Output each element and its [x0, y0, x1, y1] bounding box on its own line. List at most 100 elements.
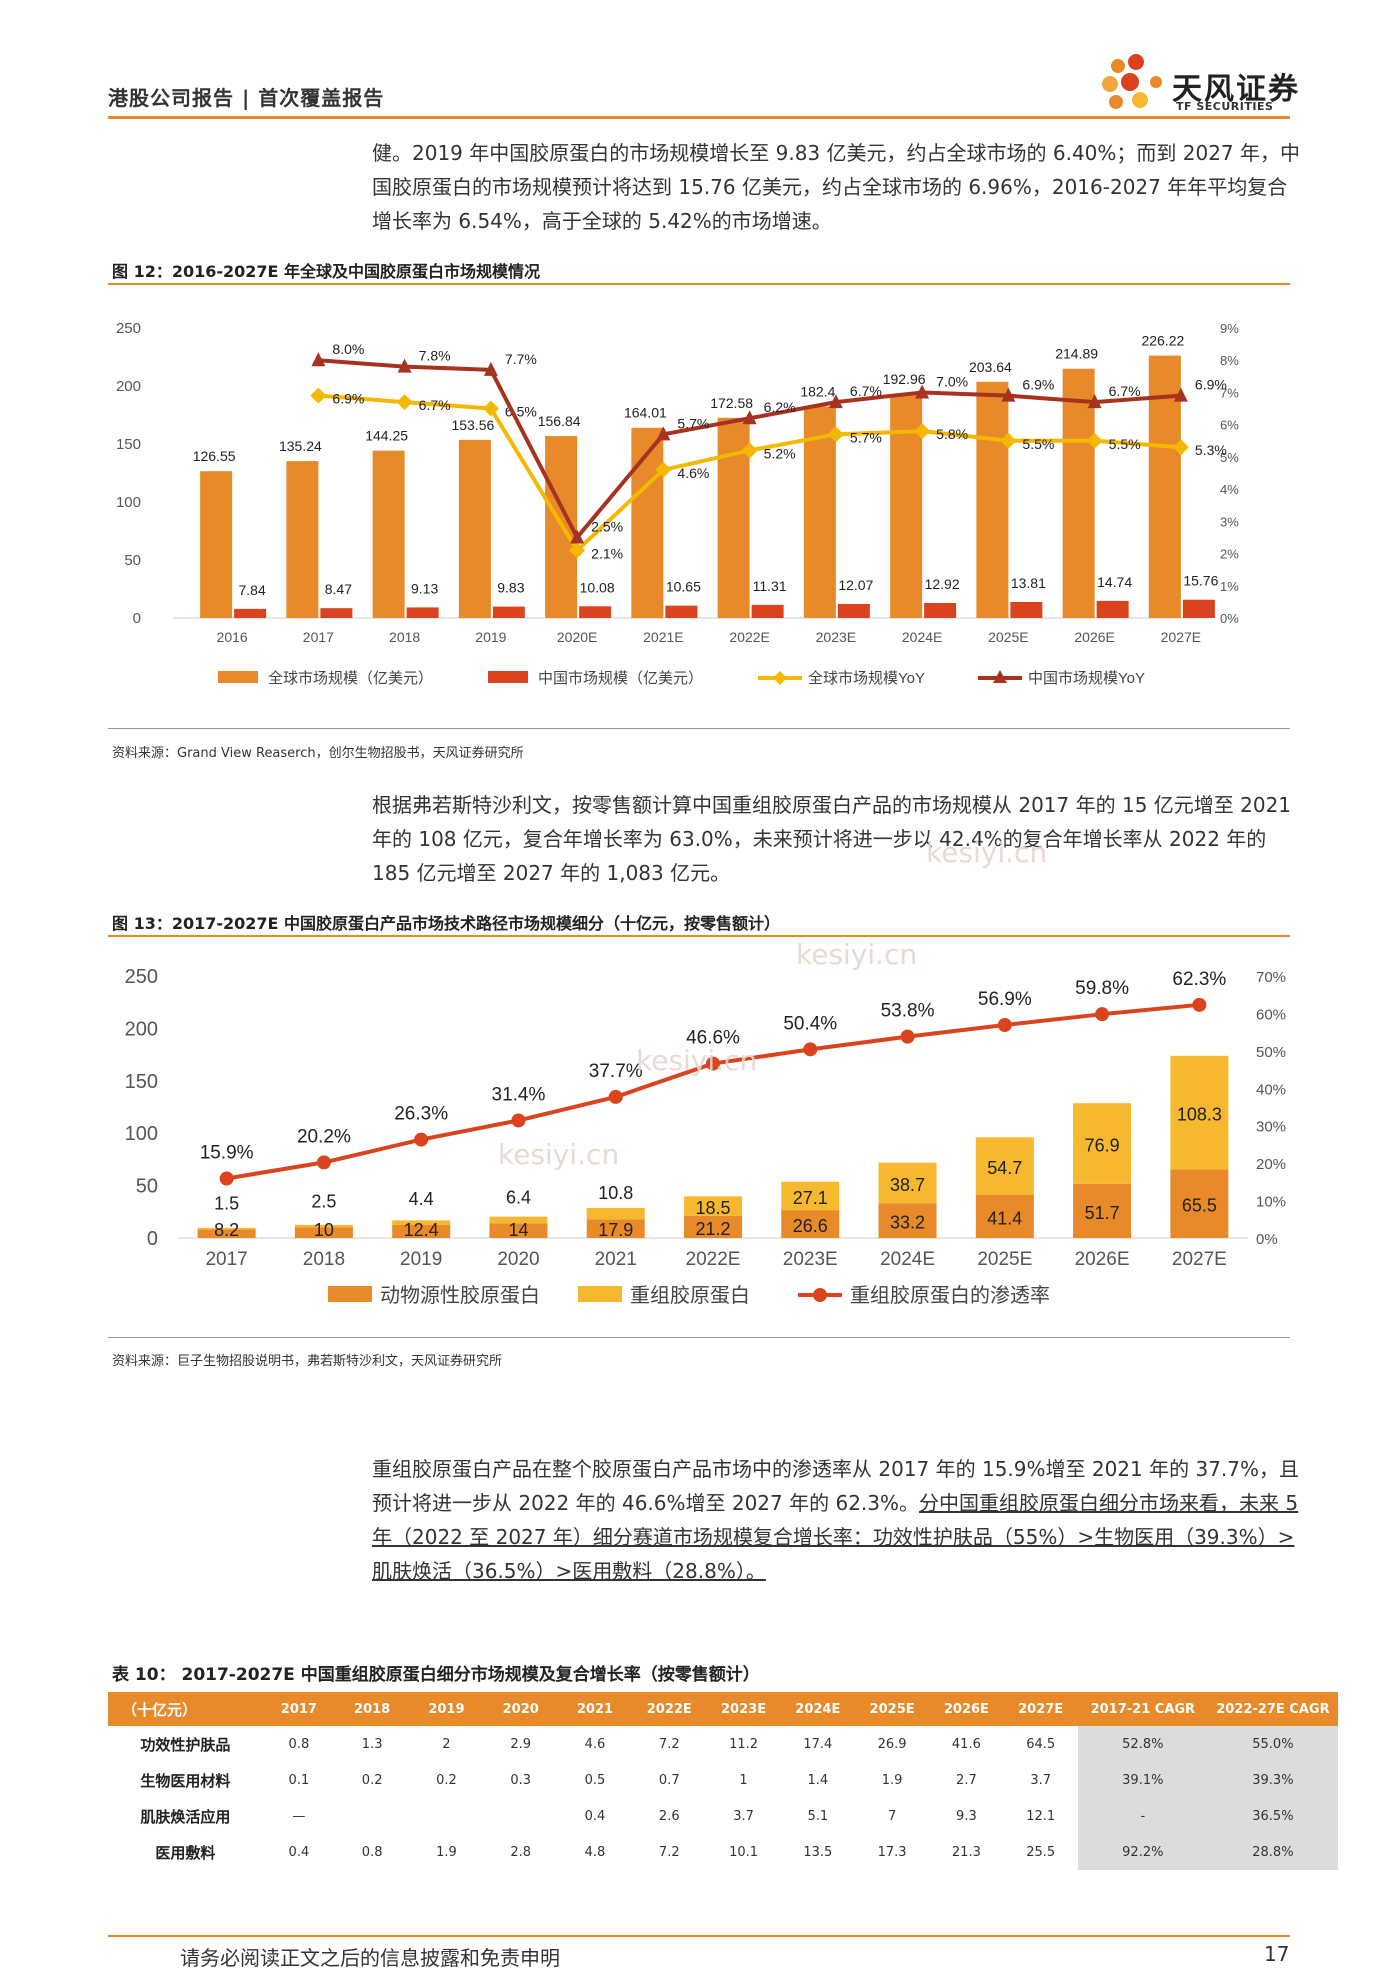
y-axis-tick-label: 50 [136, 1176, 158, 1198]
table-cell: 3.7 [1030, 1772, 1052, 1788]
china-yoy-marker [1001, 387, 1016, 402]
x-axis-tick-label: 2022E [729, 629, 769, 645]
global-yoy-marker [310, 387, 327, 404]
y2-axis-tick-label: 1% [1220, 579, 1239, 594]
y2-axis-tick-label: 7% [1220, 385, 1239, 400]
global-yoy-data-label: 5.3% [1195, 442, 1227, 458]
table-cell: 0.4 [288, 1844, 310, 1860]
report-header-label: 港股公司报告 | 首次覆盖报告 [108, 86, 385, 110]
x-axis-tick-label: 2022E [686, 1249, 741, 1270]
table-cell: 39.1% [1077, 1762, 1208, 1798]
animal-collagen-bar [294, 1227, 353, 1238]
recombinant-collagen-data-label: 27.1 [793, 1188, 828, 1208]
watermark-text: kesiyi.cn [926, 836, 1048, 869]
global-yoy-marker [1172, 439, 1189, 456]
table-cell: — [292, 1808, 306, 1824]
paragraph-2: 根据弗若斯特沙利文，按零售额计算中国重组胶原蛋白产品的市场规模从 2017 年的… [372, 788, 1302, 890]
china-market-data-label: 12.92 [925, 576, 960, 592]
global-market-bar [372, 450, 405, 618]
penetration-rate-marker [1095, 1007, 1110, 1022]
recombinant-collagen-bar [684, 1196, 742, 1216]
table-cell: 2.8 [510, 1844, 532, 1860]
global-yoy-data-label: 6.7% [419, 397, 451, 413]
x-axis-tick-label: 2020 [497, 1249, 539, 1270]
table-cell: 2 [442, 1736, 451, 1752]
table-cell [335, 1798, 409, 1834]
penetration-rate-data-label: 59.8% [1075, 978, 1129, 999]
x-axis-tick-label: 2026E [1075, 1249, 1130, 1270]
x-axis-tick-label: 2025E [988, 629, 1028, 645]
x-axis-tick-label: 2018 [303, 1249, 345, 1270]
figure-13-title: 图 13：2017-2027E 中国胶原蛋白产品市场技术路径市场规模细分（十亿元… [112, 914, 781, 933]
table-cell: 17.4 [803, 1736, 833, 1752]
table-cell: 0.7 [658, 1772, 680, 1788]
table-cell: 1.9 [436, 1844, 457, 1860]
animal-collagen-bar [489, 1223, 548, 1238]
x-axis-tick-label: 2021E [643, 629, 683, 645]
china-market-data-label: 14.74 [1097, 574, 1132, 590]
global-market-data-label: 172.58 [710, 395, 753, 411]
table-cell: 0.3 [510, 1772, 532, 1788]
table-cell: 0.2 [436, 1772, 457, 1788]
x-axis-tick-label: 2023E [816, 629, 856, 645]
table-header-cell: 2022-27E CAGR [1207, 1692, 1338, 1726]
recombinant-collagen-bar [294, 1224, 353, 1228]
global-market-data-label: 156.84 [538, 413, 581, 429]
table-header-cell: 2022E [632, 1692, 707, 1726]
table-header-row: （十亿元） 2017 2018 2019 2020 2021 2022E 202… [108, 1692, 1338, 1726]
animal-collagen-data-label: 10 [314, 1220, 334, 1240]
global-market-data-label: 126.55 [193, 448, 236, 464]
recombinant-collagen-bar [489, 1216, 548, 1224]
x-axis-tick-label: 2016 [217, 629, 248, 645]
figure-12-source: 资料来源：Grand View Reaserch，创尔生物招股书，天风证券研究所 [112, 746, 524, 761]
y2-axis-tick-label: 60% [1256, 1006, 1286, 1023]
table-10: （十亿元） 2017 2018 2019 2020 2021 2022E 202… [108, 1692, 1338, 1870]
animal-collagen-bar [1170, 1169, 1229, 1238]
recombinant-collagen-data-label: 4.4 [409, 1189, 434, 1209]
figure-12-top-rule [108, 283, 1290, 285]
table-cell: 12.1 [1026, 1808, 1056, 1824]
table-cell: 9.3 [956, 1808, 977, 1824]
legend-label: 中国市场规模（亿美元） [538, 670, 703, 687]
china-yoy-data-label: 6.2% [764, 399, 796, 415]
table-cell: 7.2 [658, 1844, 680, 1860]
animal-collagen-data-label: 26.6 [793, 1216, 828, 1236]
y2-axis-tick-label: 9% [1220, 321, 1239, 336]
table-cell: 7 [887, 1808, 897, 1824]
animal-collagen-data-label: 12.4 [404, 1220, 439, 1240]
china-market-data-label: 10.08 [580, 579, 615, 595]
legend-label: 重组胶原蛋白的渗透率 [850, 1284, 1050, 1307]
y2-axis-tick-label: 30% [1256, 1119, 1286, 1136]
china-market-bar [924, 603, 957, 618]
table-row: 医用敷料 0.4 0.8 1.9 2.8 4.8 7.2 10.1 13.5 17.3 21.3 25… [108, 1834, 1338, 1870]
legend-label: 全球市场规模YoY [808, 669, 925, 687]
table-cell: 13.5 [803, 1844, 833, 1860]
x-axis-tick-label: 2026E [1074, 629, 1114, 645]
china-market-data-label: 9.83 [497, 580, 524, 596]
penetration-rate-marker [316, 1155, 331, 1170]
recombinant-collagen-bar [197, 1227, 256, 1230]
watermark-text: kesiyi.cn [796, 938, 918, 971]
china-yoy-marker [915, 384, 930, 399]
china-market-bar [837, 603, 870, 618]
global-yoy-marker [569, 542, 586, 559]
china-market-data-label: 8.47 [325, 581, 352, 597]
animal-collagen-data-label: 33.2 [890, 1213, 925, 1233]
y2-axis-tick-label: 0% [1220, 611, 1239, 626]
y-axis-tick-label: 100 [125, 1123, 158, 1145]
animal-collagen-bar [1073, 1183, 1132, 1238]
legend-label: 重组胶原蛋白 [630, 1284, 750, 1307]
global-yoy-marker [827, 426, 844, 443]
x-axis-tick-label: 2024E [902, 629, 942, 645]
recombinant-collagen-data-label: 6.4 [506, 1187, 531, 1207]
legend-swatch [218, 671, 258, 683]
x-axis-tick-label: 2018 [389, 629, 420, 645]
table-cell [484, 1798, 558, 1834]
animal-collagen-data-label: 21.2 [695, 1219, 730, 1239]
penetration-rate-marker [219, 1171, 234, 1186]
penetration-rate-data-label: 31.4% [492, 1084, 546, 1105]
china-market-bar [1096, 600, 1129, 618]
animal-collagen-data-label: 41.4 [987, 1208, 1022, 1228]
table-header-cell: 2020 [483, 1692, 558, 1726]
legend-marker [813, 1288, 827, 1302]
